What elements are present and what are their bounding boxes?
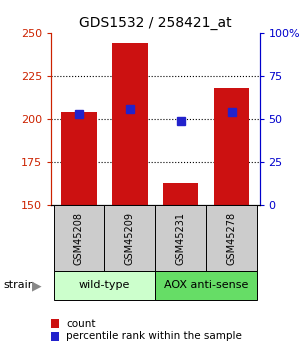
Bar <box>155 271 257 300</box>
Bar <box>53 205 104 271</box>
Bar <box>206 205 257 271</box>
Bar <box>163 183 199 205</box>
Text: ▶: ▶ <box>32 279 41 292</box>
Text: GSM45208: GSM45208 <box>74 211 84 265</box>
Text: strain: strain <box>3 280 35 290</box>
Text: GSM45209: GSM45209 <box>125 211 135 265</box>
Bar <box>155 205 206 271</box>
Bar <box>112 43 148 205</box>
Text: count: count <box>66 319 95 328</box>
Bar <box>214 88 249 205</box>
Bar <box>53 271 155 300</box>
Text: percentile rank within the sample: percentile rank within the sample <box>66 332 242 341</box>
Bar <box>104 205 155 271</box>
Text: GSM45231: GSM45231 <box>176 211 186 265</box>
Title: GDS1532 / 258421_at: GDS1532 / 258421_at <box>79 16 232 30</box>
Text: GSM45278: GSM45278 <box>226 211 236 265</box>
Bar <box>61 112 97 205</box>
Text: AOX anti-sense: AOX anti-sense <box>164 280 248 290</box>
Text: wild-type: wild-type <box>79 280 130 290</box>
